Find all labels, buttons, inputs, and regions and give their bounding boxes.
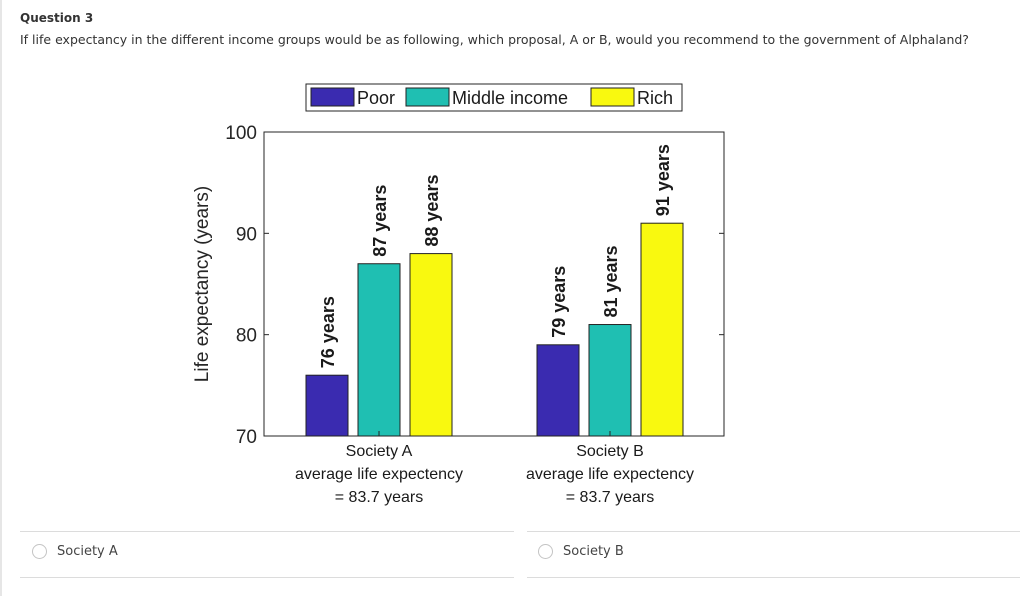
option-society-b[interactable]: Society B xyxy=(538,544,624,559)
x-category-label: Society A xyxy=(346,443,413,460)
y-tick-label-2: 90 xyxy=(236,224,257,245)
divider-bottom-left xyxy=(20,577,514,578)
bar-value-label: 88 years xyxy=(422,175,442,247)
bar-society-b-middle-income xyxy=(588,324,632,437)
left-border xyxy=(0,0,2,596)
bar-value-label: 87 years xyxy=(370,185,390,257)
y-tick-label-0: 70 xyxy=(236,427,257,448)
bar-value-label: 76 years xyxy=(318,296,338,368)
bar-society-b-poor xyxy=(536,344,580,437)
bar-value-label: 91 years xyxy=(653,144,673,216)
legend-swatch-poor xyxy=(310,87,355,107)
life-expectancy-chart: 70 80 90 100 Life expectancy (years) 76 years… xyxy=(192,83,725,506)
legend-swatch-middle-income xyxy=(405,87,450,107)
legend-label-rich: Rich xyxy=(637,88,673,108)
y-tick-label-3: 100 xyxy=(225,123,257,144)
radio-society-b[interactable] xyxy=(538,544,553,559)
bar-society-a-rich xyxy=(409,253,453,437)
option-society-a-label: Society A xyxy=(57,544,118,559)
bar-value-label: 79 years xyxy=(549,266,569,338)
x-category-sublabel: average life expectency xyxy=(295,466,463,483)
option-society-a[interactable]: Society A xyxy=(32,544,118,559)
x-category-sublabel: average life expectency xyxy=(526,466,694,483)
x-category-sublabel: = 83.7 years xyxy=(335,489,424,506)
bar-value-label: 81 years xyxy=(601,245,621,317)
legend-label-middle-income: Middle income xyxy=(452,88,568,108)
y-axis-label: Life expectancy (years) xyxy=(192,186,213,382)
option-society-b-label: Society B xyxy=(563,544,624,559)
bar-society-a-middle-income xyxy=(357,263,401,437)
divider-top-right xyxy=(527,531,1020,532)
radio-society-a[interactable] xyxy=(32,544,47,559)
bar-society-b-rich xyxy=(640,222,684,437)
bar-society-a-poor xyxy=(305,374,349,437)
legend-swatch-rich xyxy=(590,87,635,107)
divider-bottom-right xyxy=(527,577,1020,578)
y-tick-label-1: 80 xyxy=(236,326,257,347)
question-text: If life expectancy in the different inco… xyxy=(20,32,969,47)
divider-top-left xyxy=(20,531,514,532)
legend-label-poor: Poor xyxy=(357,88,395,108)
question-title: Question 3 xyxy=(20,11,94,25)
x-category-label: Society B xyxy=(576,443,644,460)
x-category-sublabel: = 83.7 years xyxy=(566,489,655,506)
